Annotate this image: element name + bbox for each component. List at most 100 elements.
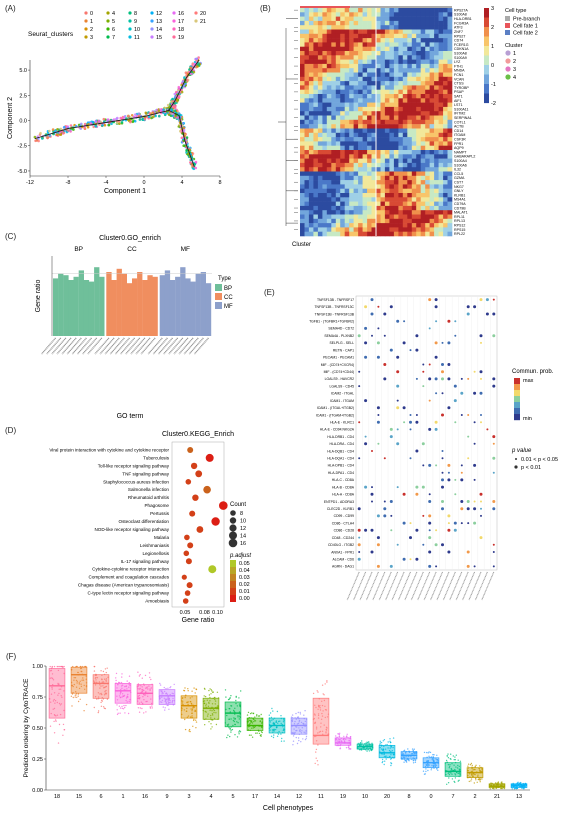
heatmap-cell — [308, 124, 314, 129]
heatmap-cell — [308, 8, 314, 13]
legend-dot — [84, 19, 88, 23]
heatmap-cell — [429, 218, 435, 224]
jitter-point — [151, 705, 153, 707]
heatmap-cell — [447, 8, 453, 13]
heatmap-cell — [304, 68, 310, 73]
heatmap-cell — [420, 193, 426, 198]
heatmap-cell — [335, 89, 341, 95]
comm-dot — [467, 457, 470, 460]
heatmap-cell — [313, 102, 319, 108]
jitter-point — [455, 754, 457, 756]
lr-pair-label: TNFSF13B - TNFRSF13C — [314, 305, 354, 309]
lr-pair-label: ENTPD1 - ADORA3 — [324, 500, 354, 504]
jitter-point — [428, 751, 430, 753]
dendrogram-root — [278, 28, 287, 226]
jitter-point — [459, 768, 461, 771]
heatmap-cell — [317, 55, 323, 60]
heatmap-cell — [331, 180, 337, 185]
legend-label: 16 — [240, 541, 246, 547]
heatmap-cell — [384, 46, 390, 52]
heatmap-cell — [380, 72, 386, 78]
heatmap-cell — [308, 42, 314, 47]
heatmap-cell — [331, 218, 337, 224]
box — [334, 737, 352, 746]
heatmap-cell — [393, 227, 399, 232]
heatmap-cell — [344, 214, 350, 220]
heatmap-cell — [376, 119, 381, 125]
kegg-dot — [203, 485, 211, 494]
heatmap-cell — [407, 193, 413, 198]
heatmap-cell — [434, 59, 439, 65]
heatmap-cell — [447, 85, 453, 90]
heatmap-cell — [443, 193, 448, 198]
go-term-tick-label — [168, 337, 184, 355]
heatmap-cell — [389, 210, 395, 215]
heatmap-cell — [402, 102, 408, 108]
jitter-point — [53, 692, 56, 694]
heatmap-cell — [371, 128, 377, 134]
jitter-point — [294, 720, 296, 723]
kegg-dot — [196, 526, 204, 533]
jitter-point — [434, 764, 436, 766]
heatmap-cell — [300, 154, 305, 159]
jitter-point — [299, 713, 302, 715]
heatmap-cell — [300, 128, 305, 134]
jitter-point — [452, 755, 454, 757]
heatmap-cell — [353, 89, 359, 95]
heatmap-cell — [344, 42, 350, 47]
heatmap-cell — [402, 46, 408, 52]
legend-dot — [150, 35, 154, 39]
jitter-point — [119, 693, 122, 695]
y-tick-label: -2.5 — [18, 144, 27, 150]
comm-dot — [415, 528, 419, 532]
heatmap-cell — [438, 68, 444, 73]
heatmap-cell — [344, 145, 350, 151]
heatmap-cell — [376, 106, 381, 112]
heatmap-cell — [300, 214, 305, 220]
heatmap-cell — [407, 12, 413, 17]
jitter-point — [227, 734, 229, 736]
heatmap-cell — [322, 81, 328, 86]
jitter-point — [186, 716, 189, 718]
cell-point — [102, 117, 106, 121]
cell-point — [185, 136, 189, 139]
heatmap-cell — [429, 72, 435, 78]
jitter-point — [281, 737, 283, 740]
heatmap-cell — [389, 218, 395, 224]
heatmap-cell — [358, 55, 363, 60]
heatmap-cell — [367, 119, 372, 125]
jitter-point — [428, 755, 430, 757]
jitter-point — [173, 683, 175, 686]
heatmap-cell — [393, 12, 399, 17]
jitter-point — [277, 733, 280, 735]
cell-point — [51, 128, 55, 131]
bar — [164, 270, 171, 336]
jitter-point — [317, 732, 319, 734]
heatmap-cell — [376, 188, 381, 194]
heatmap-cell — [353, 106, 359, 112]
comm-dot — [441, 413, 444, 417]
heatmap-cell — [349, 89, 354, 95]
heatmap-cell — [349, 46, 354, 52]
heatmap-cell — [358, 68, 363, 73]
heatmap-cell — [358, 124, 363, 129]
heatmap-cell — [353, 124, 359, 129]
cell-point — [107, 123, 111, 127]
heatmap-cell — [353, 137, 359, 142]
legend-title: p.adjust — [229, 553, 251, 559]
heatmap-cell — [447, 158, 453, 164]
lr-pair-label: MIF - (CD74+CXCR4) — [321, 363, 354, 367]
jitter-point — [71, 684, 74, 687]
jitter-point — [94, 677, 97, 679]
jitter-point — [60, 695, 62, 697]
heatmap-cell — [344, 205, 350, 211]
jitter-point — [448, 767, 450, 769]
gene-label: AQP9 — [454, 146, 464, 150]
comm-dot — [428, 399, 431, 402]
box — [48, 668, 66, 719]
heatmap-cell — [358, 115, 363, 121]
heatmap-cell — [389, 180, 395, 185]
heatmap-cell — [353, 201, 359, 207]
heatmap-cell — [420, 154, 426, 159]
jitter-point — [319, 730, 322, 733]
